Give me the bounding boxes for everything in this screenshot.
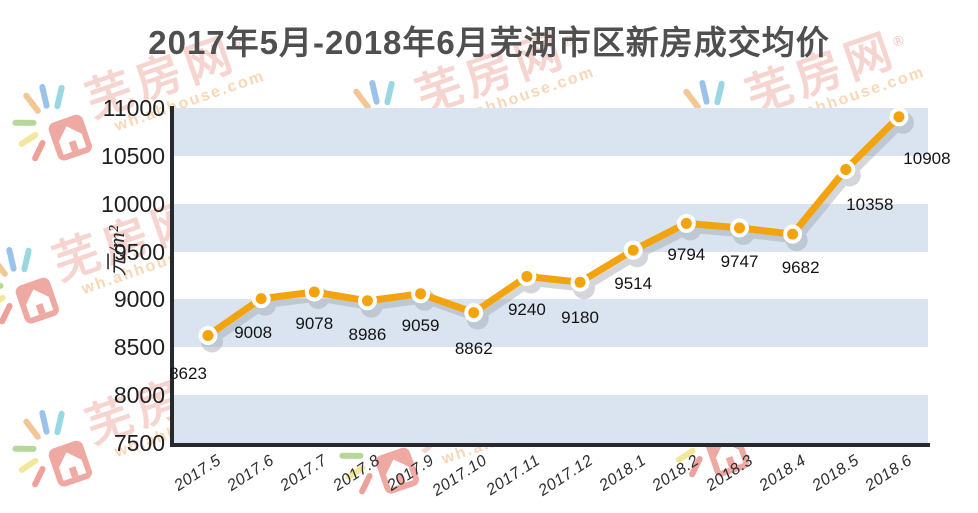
data-point-label: 9059 xyxy=(381,316,461,336)
plot-band xyxy=(172,347,928,395)
y-tick-label: 8500 xyxy=(55,334,165,361)
plot-band xyxy=(172,204,928,252)
data-point-label: 8623 xyxy=(148,364,228,384)
data-point-label: 10358 xyxy=(830,195,910,215)
data-point-label: 9180 xyxy=(540,308,620,328)
plot-band xyxy=(172,156,928,204)
plot-band xyxy=(172,395,928,443)
data-point-label: 8862 xyxy=(434,339,514,359)
y-tick-label: 10000 xyxy=(55,191,165,218)
y-tick-label: 9500 xyxy=(55,239,165,266)
plot-band xyxy=(172,108,928,156)
data-point-label: 10908 xyxy=(887,149,967,169)
chart-title: 2017年5月-2018年6月芜湖市区新房成交均价 xyxy=(0,16,978,64)
y-tick-label: 7500 xyxy=(55,430,165,457)
y-tick-label: 11000 xyxy=(55,95,165,122)
y-axis-line xyxy=(170,106,174,447)
y-tick-label: 9000 xyxy=(55,286,165,313)
data-point-label: 9682 xyxy=(761,258,841,278)
y-tick-label: 10500 xyxy=(55,143,165,170)
data-point-label: 9514 xyxy=(593,274,673,294)
x-axis-line xyxy=(170,443,930,447)
y-tick-label: 8000 xyxy=(55,382,165,409)
